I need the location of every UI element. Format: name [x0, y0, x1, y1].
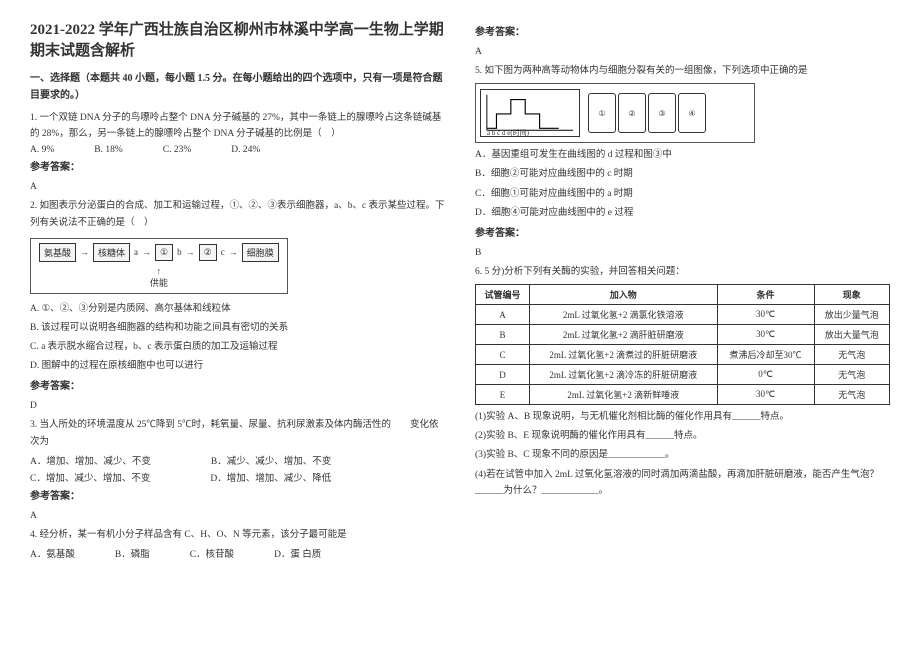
diag-node-2: ② [199, 244, 217, 261]
q1-text: 1. 一个双链 DNA 分子的鸟嘌呤占整个 DNA 分子碱基的 27%，其中一条… [30, 110, 445, 142]
q3-options-row2: C．增加、减少、增加、不变 D．增加、增加、减少、降低 [30, 470, 445, 484]
q2-ans: D [30, 398, 445, 414]
q1-opt-b: B. 18% [94, 145, 123, 155]
cell-2: ② [618, 93, 646, 133]
arrow-icon: → [186, 247, 195, 257]
q1-opt-c: C. 23% [163, 145, 192, 155]
diag-label-a: a [134, 247, 138, 257]
table-row: D2mL 过氧化氢+2 滴冷冻的肝脏研磨液0℃无气泡 [476, 365, 890, 385]
diag-node-ribo: 核糖体 [93, 243, 130, 262]
q3-opt-d: D．增加、增加、减少、降低 [210, 470, 331, 484]
q2-opt-d: D. 图解中的过程在原核细胞中也可以进行 [30, 358, 445, 374]
table-row: C2mL 过氧化氢+2 滴煮过的肝脏研磨液煮沸后冷却至30℃无气泡 [476, 345, 890, 365]
cell-4: ④ [678, 93, 706, 133]
q3-ans: A [30, 508, 445, 524]
section-heading: 一、选择题（本题共 40 小题，每小题 1.5 分。在每小题给出的四个选项中，只… [30, 70, 445, 104]
right-ans-label: 参考答案： [475, 24, 890, 41]
arrow-icon: → [229, 247, 238, 257]
right-ans-a: A [475, 44, 890, 60]
cell-3: ③ [648, 93, 676, 133]
q2-diagram: 氨基酸 → 核糖体 a → ① b → ② c → 细胞膜 ↑ 供能 [30, 238, 288, 294]
q5-opt-c: C．细胞①可能对应曲线图中的 a 时期 [475, 186, 890, 202]
left-column: 2021-2022 学年广西壮族自治区柳州市林溪中学高一生物上学期期末试题含解析… [30, 20, 445, 631]
q2-opt-a: A. ①、②、③分别是内质网、高尔基体和线粒体 [30, 301, 445, 317]
arrow-icon: → [142, 247, 151, 257]
q4-options: A．氨基酸 B．磷脂 C．核苷酸 D．蛋 白质 [30, 546, 445, 560]
q5-opt-a: A．基因重组可发生在曲线图的 d 过程和图③中 [475, 147, 890, 163]
q4-opt-a: A．氨基酸 [30, 546, 75, 560]
q3-opt-b: B．减少、减少、增加、不变 [211, 453, 331, 467]
q2-ans-label: 参考答案： [30, 378, 445, 395]
q2-text: 2. 如图表示分泌蛋白的合成、加工和运输过程，①、②、③表示细胞器，a、b、c … [30, 198, 445, 230]
q1-options: A. 9% B. 18% C. 23% D. 24% [30, 145, 445, 155]
table-row: E2mL 过氧化氢+2 滴新鲜唾液30℃无气泡 [476, 385, 890, 405]
up-arrow-icon: ↑ [157, 266, 162, 276]
q5-graph: a b c d e(时间) [480, 89, 580, 137]
q5-cells: ① ② ③ ④ [588, 93, 706, 133]
q5-opt-b: B．细胞②可能对应曲线图中的 c 时期 [475, 166, 890, 182]
doc-title: 2021-2022 学年广西壮族自治区柳州市林溪中学高一生物上学期期末试题含解析 [30, 20, 445, 62]
q1-opt-a: A. 9% [30, 145, 54, 155]
q4-text: 4. 经分析，某一有机小分子样品含有 C、H、O、N 等元素，该分子最可能是 [30, 527, 445, 543]
arrow-icon: → [80, 247, 89, 257]
q3-opt-c: C．增加、减少、增加、不变 [30, 470, 150, 484]
q3-options-row1: A．增加、增加、减少、不变 B．减少、减少、增加、不变 [30, 453, 445, 467]
th-2: 条件 [717, 285, 814, 305]
q3-ans-label: 参考答案： [30, 488, 445, 505]
q5-text: 5. 如下图为两种高等动物体内与细胞分裂有关的一组图像，下列选项中正确的是 [475, 63, 890, 79]
diag-node-mem: 细胞膜 [242, 243, 279, 262]
q2-opt-b: B. 该过程可以说明各细胞器的结构和功能之间具有密切的关系 [30, 320, 445, 336]
q5-axis-labels: a b c d e(时间) [487, 128, 529, 138]
th-1: 加入物 [529, 285, 717, 305]
q1-opt-d: D. 24% [231, 145, 260, 155]
table-row: A2mL 过氧化氢+2 滴氯化铁溶液30℃放出少量气泡 [476, 305, 890, 325]
th-3: 现象 [814, 285, 889, 305]
diag-node-1: ① [155, 244, 173, 261]
q6-sub3: (3)实验 B、C 现象不同的原因是____________。 [475, 447, 890, 463]
q6-table: 试管编号 加入物 条件 现象 A2mL 过氧化氢+2 滴氯化铁溶液30℃放出少量… [475, 284, 890, 405]
q4-opt-d: D．蛋 白质 [274, 546, 321, 560]
diag-node-energy: 供能 [150, 278, 168, 288]
diag-node-aa: 氨基酸 [39, 243, 76, 262]
q1-ans-label: 参考答案： [30, 159, 445, 176]
table-body: A2mL 过氧化氢+2 滴氯化铁溶液30℃放出少量气泡 B2mL 过氧化氢+2 … [476, 305, 890, 405]
q6-text: 6. 5 分)分析下列有关酶的实验，并回答相关问题： [475, 264, 890, 280]
table-row: B2mL 过氧化氢+2 滴肝脏研磨液30℃放出大量气泡 [476, 325, 890, 345]
q5-figure: a b c d e(时间) ① ② ③ ④ [475, 83, 755, 143]
diag-label-c: c [221, 247, 225, 257]
q6-sub4: (4)若在试管中加入 2mL 过氧化氢溶液的同时滴加两滴盐酸，再滴加肝脏研磨液，… [475, 467, 890, 499]
cell-1: ① [588, 93, 616, 133]
right-column: 参考答案： A 5. 如下图为两种高等动物体内与细胞分裂有关的一组图像，下列选项… [475, 20, 890, 631]
q6-sub2: (2)实验 B、E 现象说明酶的催化作用具有______特点。 [475, 428, 890, 444]
q3-opt-a: A．增加、增加、减少、不变 [30, 453, 151, 467]
q4-opt-b: B．磷脂 [115, 546, 150, 560]
q6-sub1: (1)实验 A、B 现象说明，与无机催化剂相比酶的催化作用具有______特点。 [475, 409, 890, 425]
q5-ans-label: 参考答案： [475, 225, 890, 242]
table-head-row: 试管编号 加入物 条件 现象 [476, 285, 890, 305]
th-0: 试管编号 [476, 285, 530, 305]
q2-opt-c: C. a 表示脱水缩合过程，b、c 表示蛋白质的加工及运输过程 [30, 339, 445, 355]
q5-opt-d: D．细胞④可能对应曲线图中的 e 过程 [475, 205, 890, 221]
q3-text: 3. 当人所处的环境温度从 25℃降到 5℃时，耗氧量、尿量、抗利尿激素及体内酶… [30, 417, 445, 449]
diag-label-b: b [177, 247, 182, 257]
q5-ans: B [475, 245, 890, 261]
q4-opt-c: C．核苷酸 [190, 546, 234, 560]
q1-ans: A [30, 179, 445, 195]
